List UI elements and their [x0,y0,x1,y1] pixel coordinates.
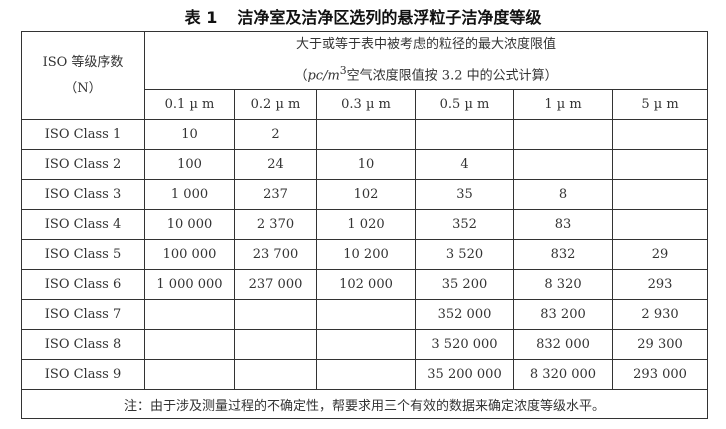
concentration-cell [144,329,235,361]
concentration-cell: 1 000 [144,179,235,211]
table-note: 注：由于涉及测量过程的不确定性，帮要求用三个有效的数据来确定浓度等级水平。 [20,389,709,420]
paren: （ [294,68,308,84]
class-label: ISO Class 2 [21,149,145,181]
concentration-cell: 352 000 [415,299,514,331]
concentration-cell [234,359,317,391]
concentration-cell: 293 000 [611,359,709,391]
table-row: ISO Class 9 35 200 000 8 320 000 293 000 [21,359,709,391]
concentration-cell: 35 200 [415,269,514,301]
class-label: ISO Class 5 [21,239,145,271]
particle-size-header: 0.3 µ m [316,89,416,121]
particle-size-header: 1 µ m [513,89,613,121]
concentration-cell: 29 300 [611,329,709,361]
concentration-cell: 29 [611,239,709,271]
group-header-rest: 空气浓度限值按 3.2 中的公式计算） [346,68,558,84]
row-header-label: ISO 等级序数 [42,54,124,70]
concentration-cell: 237 [234,179,317,211]
concentration-cell: 237 000 [234,269,317,301]
concentration-cell: 1 020 [316,209,416,241]
group-header-line1: 大于或等于表中被考虑的粒径的最大浓度限值 [296,37,557,52]
concentration-cell: 102 [316,179,416,211]
cleanliness-class-table: ISO 等级序数 （N） 大于或等于表中被考虑的粒径的最大浓度限值 （pc/m3… [20,30,709,420]
concentration-cell: 3 520 000 [415,329,514,361]
concentration-cell [513,149,613,181]
particle-size-header: 5 µ m [611,89,709,121]
table-number: 表 1 [184,8,218,27]
concentration-cell: 2 370 [234,209,317,241]
row-header-cell: ISO 等级序数 （N） [21,30,145,121]
table-row: ISO Class 2 100 24 10 4 [21,149,709,181]
concentration-cell: 35 200 000 [415,359,514,391]
concentration-cell: 10 200 [316,239,416,271]
concentration-cell: 352 [415,209,514,241]
concentration-cell: 8 320 [513,269,613,301]
particle-size-header: 0.2 µ m [234,89,317,121]
concentration-cell: 3 520 [415,239,514,271]
row-header-n: （N） [64,80,102,96]
concentration-cell: 8 320 000 [513,359,613,391]
group-header-line2: （pc/m3空气浓度限值按 3.2 中的公式计算） [145,58,707,89]
concentration-cell [144,359,235,391]
concentration-cell: 293 [611,269,709,301]
concentration-cell [144,299,235,331]
class-label: ISO Class 6 [21,269,145,301]
concentration-cell: 2 [234,119,317,151]
class-label: ISO Class 3 [21,179,145,211]
table-row: ISO Class 4 10 000 2 370 1 020 352 83 [21,209,709,241]
concentration-cell [234,299,317,331]
concentration-cell: 4 [415,149,514,181]
concentration-cell: 102 000 [316,269,416,301]
concentration-cell: 10 [316,149,416,181]
table-row: ISO Class 8 3 520 000 832 000 29 300 [21,329,709,361]
concentration-cell: 100 000 [144,239,235,271]
concentration-cell [234,329,317,361]
concentration-cell: 1 000 000 [144,269,235,301]
concentration-cell: 83 [513,209,613,241]
concentration-cell [316,119,416,151]
table-title: 表 1 洁净室及洁净区选列的悬浮粒子洁净度等级 [0,4,726,28]
concentration-cell: 100 [144,149,235,181]
concentration-cell [316,299,416,331]
concentration-cell: 8 [513,179,613,211]
concentration-cell: 23 700 [234,239,317,271]
concentration-cell [611,209,709,241]
table-caption: 洁净室及洁净区选列的悬浮粒子洁净度等级 [237,8,542,27]
concentration-cell: 832 [513,239,613,271]
concentration-cell: 24 [234,149,317,181]
table-row: ISO Class 5 100 000 23 700 10 200 3 520 832 29 [21,239,709,271]
class-label: ISO Class 7 [21,299,145,331]
table-row: ISO Class 7 352 000 83 200 2 930 [21,299,709,331]
particle-size-header: 0.5 µ m [415,89,514,121]
concentration-cell: 2 930 [611,299,709,331]
class-label: ISO Class 1 [21,119,145,151]
concentration-cell [513,119,613,151]
concentration-cell: 832 000 [513,329,613,361]
concentration-cell [415,119,514,151]
group-header-cell: 大于或等于表中被考虑的粒径的最大浓度限值 （pc/m3空气浓度限值按 3.2 中… [143,30,709,91]
class-label: ISO Class 9 [21,359,145,391]
unit-exponent: 3 [339,64,347,77]
concentration-cell [611,119,709,151]
table-row: ISO Class 1 10 2 [21,119,709,151]
concentration-cell [611,179,709,211]
concentration-cell: 10 000 [144,209,235,241]
concentration-cell: 10 [144,119,235,151]
concentration-cell [316,359,416,391]
concentration-cell: 83 200 [513,299,613,331]
concentration-cell [316,329,416,361]
particle-size-header: 0.1 µ m [144,89,235,121]
class-label: ISO Class 8 [21,329,145,361]
concentration-cell: 35 [415,179,514,211]
unit: pc/m [307,68,340,84]
class-label: ISO Class 4 [21,209,145,241]
concentration-cell [611,149,709,181]
